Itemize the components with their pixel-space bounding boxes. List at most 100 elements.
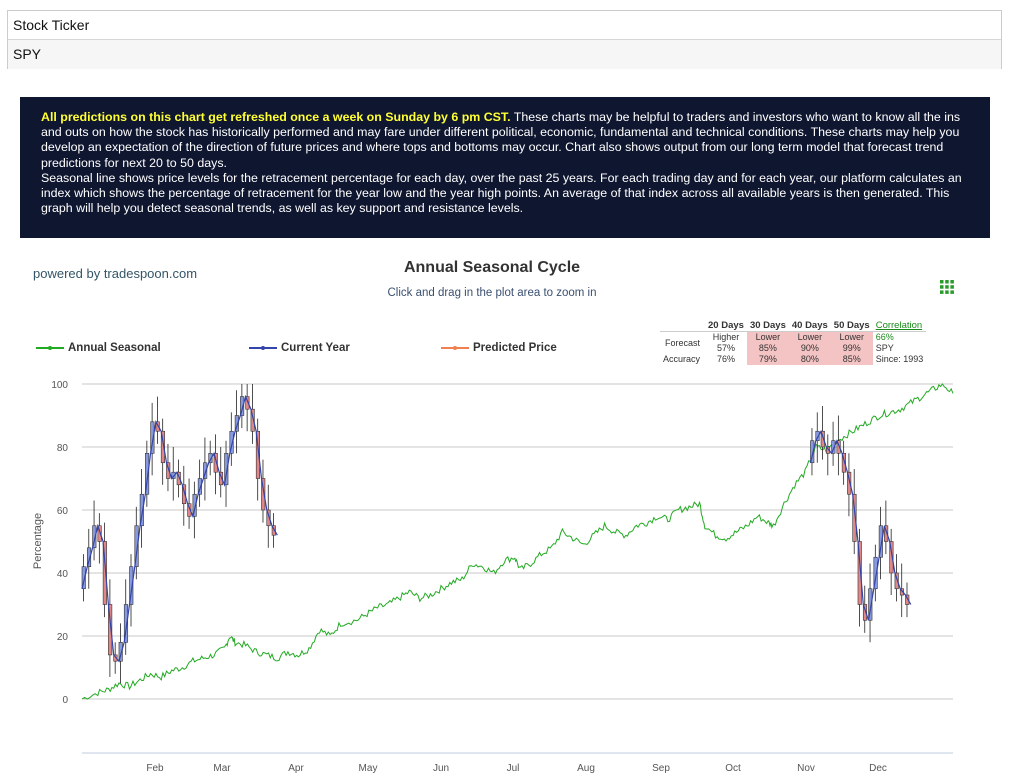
candle-body (255, 430, 261, 479)
forecast-header-20: 20 Days (705, 320, 747, 332)
candle-body (218, 471, 224, 486)
y-tick-0: 0 (62, 695, 68, 706)
forecast-pct-30: 85% (746, 343, 789, 354)
powered-by[interactable]: powered by tradespoon.com (33, 266, 198, 281)
info-panel: All predictions on this chart get refres… (20, 97, 990, 238)
candle-body (97, 525, 102, 542)
candle-body (139, 493, 144, 527)
candle-body (118, 641, 123, 662)
forecast-pct-20: 57% (716, 343, 735, 353)
chart-svg[interactable]: 0 20 40 60 80 100 Feb Mar Apr May Jun Jul Aug Sep Oct N… (0, 250, 1011, 777)
series-current-year-seg-1 (809, 429, 912, 621)
legend-label-current: Current Year (281, 342, 350, 354)
candle-body (820, 430, 825, 448)
forecast-row-label: Forecast (665, 337, 701, 348)
accuracy-50: 85% (830, 354, 873, 365)
candle-body (86, 547, 92, 567)
candle-body (234, 415, 239, 432)
legend-predicted-price[interactable]: Predicted Price (441, 342, 557, 354)
candle-body (166, 462, 171, 479)
series-annual-seasonal (81, 383, 954, 700)
candle-body (213, 453, 218, 473)
candle-body (150, 421, 155, 454)
correlation-link[interactable]: Correlation (875, 320, 923, 331)
candle-body (155, 421, 160, 432)
candle-body (862, 604, 868, 621)
candle-body (160, 430, 165, 464)
x-tick-may: May (359, 763, 378, 774)
ticker-box: Stock Ticker SPY (7, 10, 1002, 69)
candle-body (889, 541, 894, 574)
candle-body (841, 453, 846, 473)
correlation-symbol: SPY (875, 343, 894, 353)
candle-body (868, 588, 873, 621)
candle-body (810, 440, 815, 464)
forecast-header-30: 30 Days (746, 320, 789, 332)
legend-annual-seasonal[interactable]: Annual Seasonal (36, 342, 161, 354)
forecast-pct-50: 99% (830, 343, 873, 354)
x-tick-apr: Apr (288, 763, 304, 774)
candle-body (831, 440, 836, 454)
candle-body (134, 525, 139, 568)
candle-body (852, 493, 857, 542)
candle-body (884, 525, 889, 542)
candle-body (171, 471, 176, 479)
candle-body (857, 541, 862, 605)
refresh-notice: All predictions on this chart get refres… (41, 110, 511, 124)
since-year: Since: 1993 (875, 354, 924, 364)
candle-body (878, 525, 883, 558)
legend-swatch-predicted (441, 346, 469, 350)
candle-body (271, 525, 276, 536)
y-tick-60: 60 (57, 506, 69, 517)
x-tick-nov: Nov (797, 763, 815, 774)
legend-label-seasonal: Annual Seasonal (68, 342, 161, 354)
x-tick-feb: Feb (146, 763, 164, 774)
candle-body (108, 604, 113, 656)
forecast-table: 20 Days 30 Days 40 Days 50 Days Correlat… (660, 320, 927, 365)
candle-body (208, 453, 213, 464)
accuracy-40: 80% (788, 354, 831, 365)
candle-body (894, 572, 899, 590)
ticker-value[interactable]: SPY (8, 40, 1001, 69)
legend-current-year[interactable]: Current Year (249, 342, 350, 354)
candle-body (81, 566, 86, 590)
candle-body (192, 493, 197, 517)
x-tick-dec: Dec (869, 763, 887, 774)
candle-body (176, 471, 181, 486)
series-current-year-seg-0 (81, 394, 278, 663)
info-text-2: Seasonal line shows price levels for the… (41, 170, 962, 216)
candle-body (187, 503, 192, 517)
x-tick-oct: Oct (725, 763, 741, 774)
legend-label-predicted: Predicted Price (473, 342, 557, 354)
y-tick-80: 80 (57, 443, 69, 454)
forecast-header-50: 50 Days (830, 320, 873, 332)
candle-body (250, 408, 255, 432)
forecast-dir-50: Lower (830, 331, 873, 343)
candle-body (123, 604, 129, 643)
chart-area: 0 20 40 60 80 100 Feb Mar Apr May Jun Jul Aug Sep Oct N… (0, 250, 1011, 777)
candle-body (229, 430, 234, 454)
candle-body (905, 594, 910, 605)
legend-swatch-seasonal (36, 346, 64, 350)
candle-body (197, 478, 202, 495)
candle-body (245, 396, 250, 410)
candle-body (266, 509, 271, 527)
candle-body (113, 654, 118, 662)
candle-body (203, 462, 208, 479)
chart-title: Annual Seasonal Cycle (403, 259, 581, 276)
forecast-dir-40: Lower (788, 331, 831, 343)
candle-body (129, 566, 134, 605)
forecast-header-40: 40 Days (788, 320, 831, 332)
candle-body (145, 453, 150, 495)
x-tick-sep: Sep (652, 763, 670, 774)
forecast-dir-20: Higher (712, 332, 740, 342)
x-tick-mar: Mar (213, 763, 231, 774)
y-axis-title: Percentage (32, 513, 44, 569)
hamburger-grid-icon[interactable] (940, 280, 954, 294)
y-tick-100: 100 (51, 380, 68, 391)
candle-body (240, 396, 245, 416)
candle-body (873, 556, 878, 590)
x-tick-aug: Aug (577, 763, 595, 774)
accuracy-20: 76% (716, 354, 735, 364)
candle-body (836, 440, 841, 454)
